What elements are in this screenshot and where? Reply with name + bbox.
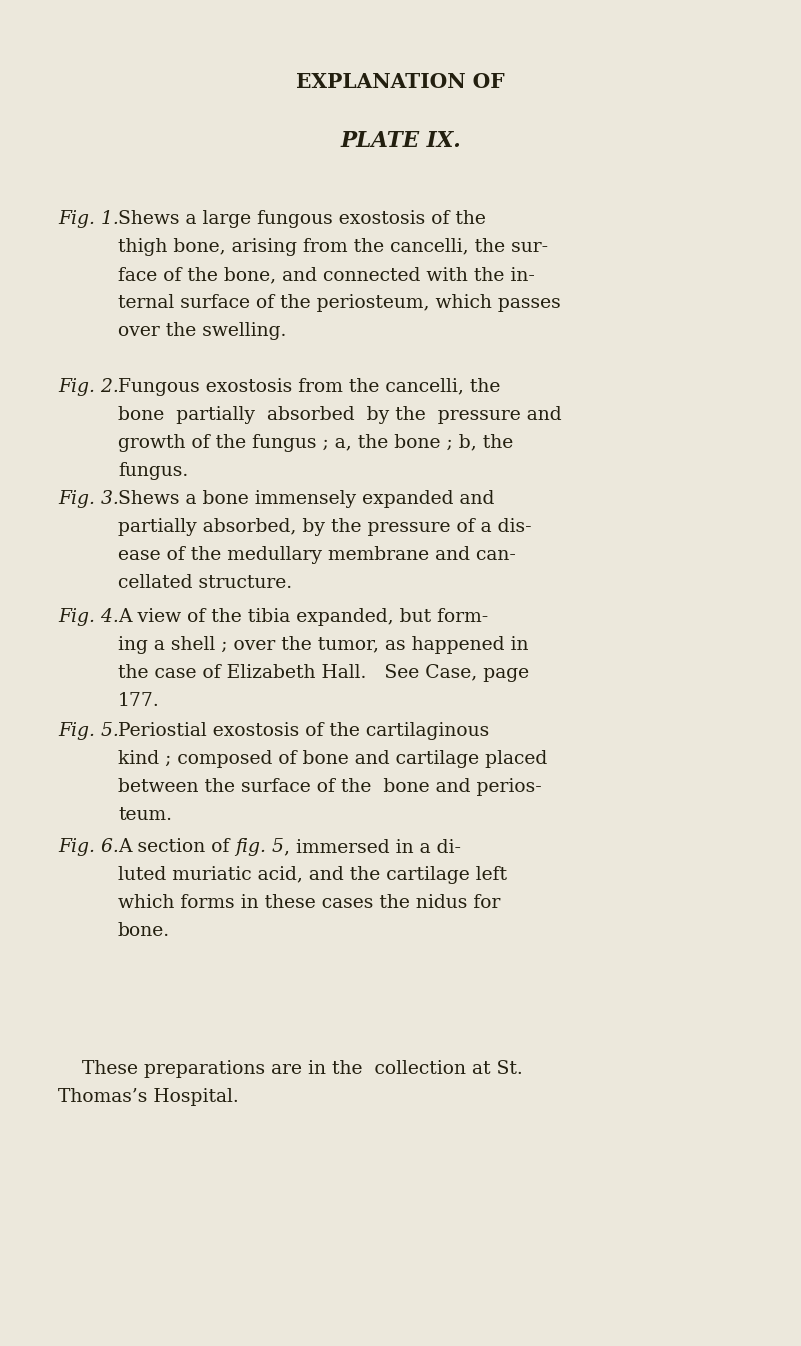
Text: Fig. 5.: Fig. 5. [58, 721, 119, 740]
Text: cellated structure.: cellated structure. [118, 573, 292, 592]
Text: Fig. 1.: Fig. 1. [58, 210, 119, 227]
Text: bone.: bone. [118, 922, 170, 940]
Text: bone  partially  absorbed  by the  pressure and: bone partially absorbed by the pressure … [118, 406, 562, 424]
Text: growth of the fungus ; a, the bone ; b, the: growth of the fungus ; a, the bone ; b, … [118, 433, 513, 452]
Text: These preparations are in the  collection at St.: These preparations are in the collection… [58, 1061, 523, 1078]
Text: Thomas’s Hospital.: Thomas’s Hospital. [58, 1088, 239, 1106]
Text: A section of: A section of [118, 839, 235, 856]
Text: fungus.: fungus. [118, 462, 188, 481]
Text: Fungous exostosis from the cancelli, the: Fungous exostosis from the cancelli, the [118, 378, 501, 396]
Text: A view of the tibia expanded, but form-: A view of the tibia expanded, but form- [118, 608, 489, 626]
Text: ing a shell ; over the tumor, as happened in: ing a shell ; over the tumor, as happene… [118, 637, 529, 654]
Text: face of the bone, and connected with the in-: face of the bone, and connected with the… [118, 267, 535, 284]
Text: PLATE IX.: PLATE IX. [340, 131, 461, 152]
Text: thigh bone, arising from the cancelli, the sur-: thigh bone, arising from the cancelli, t… [118, 238, 548, 256]
Text: fig. 5: fig. 5 [235, 839, 284, 856]
Text: between the surface of the  bone and perios-: between the surface of the bone and peri… [118, 778, 541, 795]
Text: Fig. 4.: Fig. 4. [58, 608, 119, 626]
Text: Shews a large fungous exostosis of the: Shews a large fungous exostosis of the [118, 210, 486, 227]
Text: which forms in these cases the nidus for: which forms in these cases the nidus for [118, 894, 501, 913]
Text: ternal surface of the periosteum, which passes: ternal surface of the periosteum, which … [118, 293, 561, 312]
Text: over the swelling.: over the swelling. [118, 322, 287, 341]
Text: kind ; composed of bone and cartilage placed: kind ; composed of bone and cartilage pl… [118, 750, 547, 769]
Text: , immersed in a di-: , immersed in a di- [284, 839, 461, 856]
Text: Fig. 2.: Fig. 2. [58, 378, 119, 396]
Text: teum.: teum. [118, 806, 172, 824]
Text: EXPLANATION OF: EXPLANATION OF [296, 71, 505, 92]
Text: luted muriatic acid, and the cartilage left: luted muriatic acid, and the cartilage l… [118, 865, 507, 884]
Text: Shews a bone immensely expanded and: Shews a bone immensely expanded and [118, 490, 494, 507]
Text: Fig. 6.: Fig. 6. [58, 839, 119, 856]
Text: ease of the medullary membrane and can-: ease of the medullary membrane and can- [118, 546, 516, 564]
Text: partially absorbed, by the pressure of a dis-: partially absorbed, by the pressure of a… [118, 518, 532, 536]
Text: the case of Elizabeth Hall.   See Case, page: the case of Elizabeth Hall. See Case, pa… [118, 664, 529, 682]
Text: Periostial exostosis of the cartilaginous: Periostial exostosis of the cartilaginou… [118, 721, 489, 740]
Text: Fig. 3.: Fig. 3. [58, 490, 119, 507]
Text: 177.: 177. [118, 692, 159, 709]
